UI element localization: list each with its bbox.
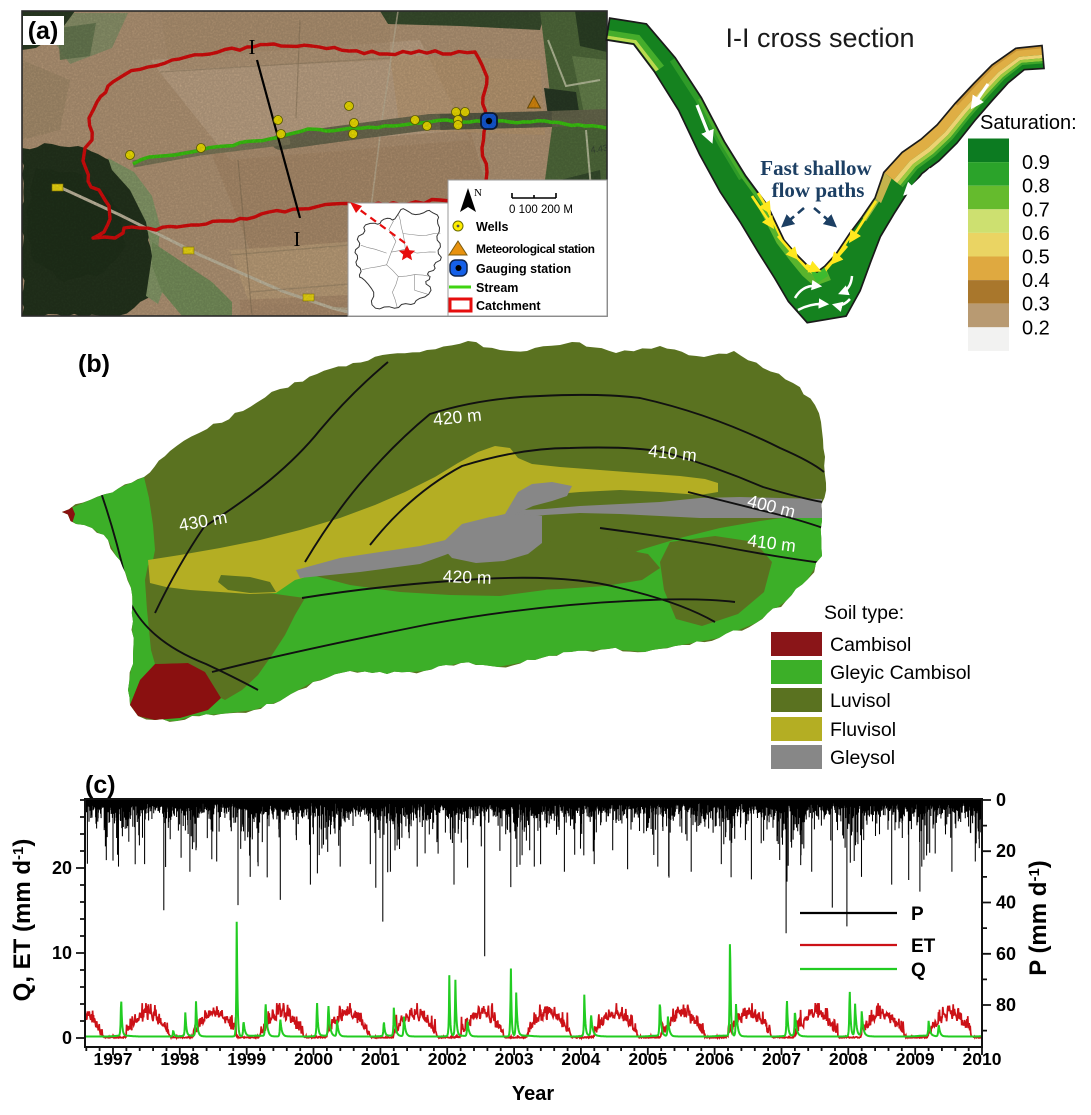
svg-text:Gleyic Cambisol: Gleyic Cambisol	[830, 662, 971, 684]
svg-text:2000: 2000	[294, 1049, 333, 1069]
svg-text:2008: 2008	[829, 1049, 868, 1069]
svg-text:420 m: 420 m	[443, 566, 492, 588]
svg-text:(a): (a)	[28, 17, 59, 45]
svg-text:2006: 2006	[695, 1049, 734, 1069]
svg-text:Q, ET (mm d-1): Q, ET (mm d-1)	[9, 839, 36, 1002]
svg-text:(b): (b)	[78, 350, 110, 378]
svg-text:0.6: 0.6	[1022, 223, 1050, 245]
svg-text:Gauging station: Gauging station	[476, 262, 571, 276]
svg-text:0.7: 0.7	[1022, 199, 1050, 221]
svg-text:Fluvisol: Fluvisol	[830, 719, 896, 741]
svg-text:Year: Year	[512, 1083, 554, 1105]
svg-text:0.5: 0.5	[1022, 247, 1050, 269]
svg-text:I: I	[249, 35, 256, 59]
svg-text:flow paths: flow paths	[772, 178, 865, 202]
svg-text:1999: 1999	[227, 1049, 266, 1069]
svg-text:0.2: 0.2	[1022, 317, 1050, 339]
svg-text:1997: 1997	[94, 1049, 133, 1069]
svg-text:I: I	[294, 227, 301, 251]
svg-text:Stream: Stream	[476, 281, 518, 295]
svg-text:2010: 2010	[963, 1049, 1002, 1069]
svg-text:Saturation:: Saturation:	[980, 112, 1077, 134]
svg-text:ET: ET	[911, 936, 936, 957]
svg-text:Meteorological station: Meteorological station	[476, 242, 595, 256]
svg-text:0 100 200 M: 0 100 200 M	[509, 204, 573, 216]
svg-text:0.4: 0.4	[1022, 270, 1050, 292]
svg-text:80: 80	[996, 995, 1016, 1015]
svg-text:(c): (c)	[85, 771, 116, 799]
svg-text:Fast shallow: Fast shallow	[760, 156, 872, 180]
svg-text:Catchment: Catchment	[476, 299, 541, 313]
svg-text:0: 0	[62, 1028, 72, 1048]
svg-text:0.8: 0.8	[1022, 176, 1050, 198]
svg-text:60: 60	[996, 944, 1016, 964]
svg-text:Gleysol: Gleysol	[830, 747, 895, 769]
svg-text:0.9: 0.9	[1022, 152, 1050, 174]
svg-text:2003: 2003	[495, 1049, 534, 1069]
svg-text:N: N	[474, 187, 482, 199]
svg-text:20: 20	[52, 858, 72, 878]
svg-text:2009: 2009	[896, 1049, 935, 1069]
svg-text:2004: 2004	[561, 1049, 600, 1069]
svg-text:Cambisol: Cambisol	[830, 634, 911, 656]
svg-text:40: 40	[996, 893, 1016, 913]
svg-text:P: P	[911, 904, 924, 925]
svg-text:20: 20	[996, 841, 1016, 861]
svg-text:I-I cross section: I-I cross section	[725, 23, 914, 53]
svg-text:2007: 2007	[762, 1049, 801, 1069]
svg-text:2002: 2002	[428, 1049, 467, 1069]
svg-text:Q: Q	[911, 960, 926, 981]
svg-text:10: 10	[52, 943, 72, 963]
svg-text:2005: 2005	[628, 1049, 667, 1069]
svg-text:2001: 2001	[361, 1049, 400, 1069]
svg-text:0: 0	[996, 790, 1006, 810]
svg-text:1998: 1998	[160, 1049, 199, 1069]
svg-text:Soil type:: Soil type:	[824, 602, 904, 624]
svg-text:Luvisol: Luvisol	[830, 690, 891, 712]
svg-text:Wells: Wells	[476, 220, 508, 234]
svg-text:0.3: 0.3	[1022, 294, 1050, 316]
